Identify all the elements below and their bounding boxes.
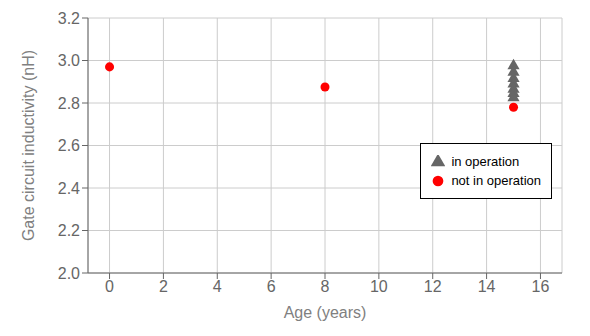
html-text:not in operation: not in operation [451, 173, 541, 188]
svg-text:0: 0 [105, 278, 114, 295]
svg-text:3.2: 3.2 [58, 10, 80, 27]
svg-text:2.0: 2.0 [58, 265, 80, 282]
svg-text:2.4: 2.4 [58, 180, 80, 197]
svg-text:2.2: 2.2 [58, 222, 80, 239]
svg-text:8: 8 [321, 278, 330, 295]
svg-text:2.6: 2.6 [58, 137, 80, 154]
svg-text:16: 16 [532, 278, 550, 295]
svg-text:Gate circuit inductivity (nH): Gate circuit inductivity (nH) [20, 50, 37, 241]
html-text:in operation: in operation [451, 154, 520, 169]
svg-text:Age (years): Age (years) [284, 304, 367, 321]
svg-text:6: 6 [267, 278, 276, 295]
svg-text:3.0: 3.0 [58, 52, 80, 69]
svg-text:2.8: 2.8 [58, 95, 80, 112]
svg-text:4: 4 [213, 278, 222, 295]
svg-text:12: 12 [424, 278, 442, 295]
svg-text:10: 10 [370, 278, 388, 295]
svg-text:2: 2 [159, 278, 168, 295]
svg-text:14: 14 [478, 278, 496, 295]
